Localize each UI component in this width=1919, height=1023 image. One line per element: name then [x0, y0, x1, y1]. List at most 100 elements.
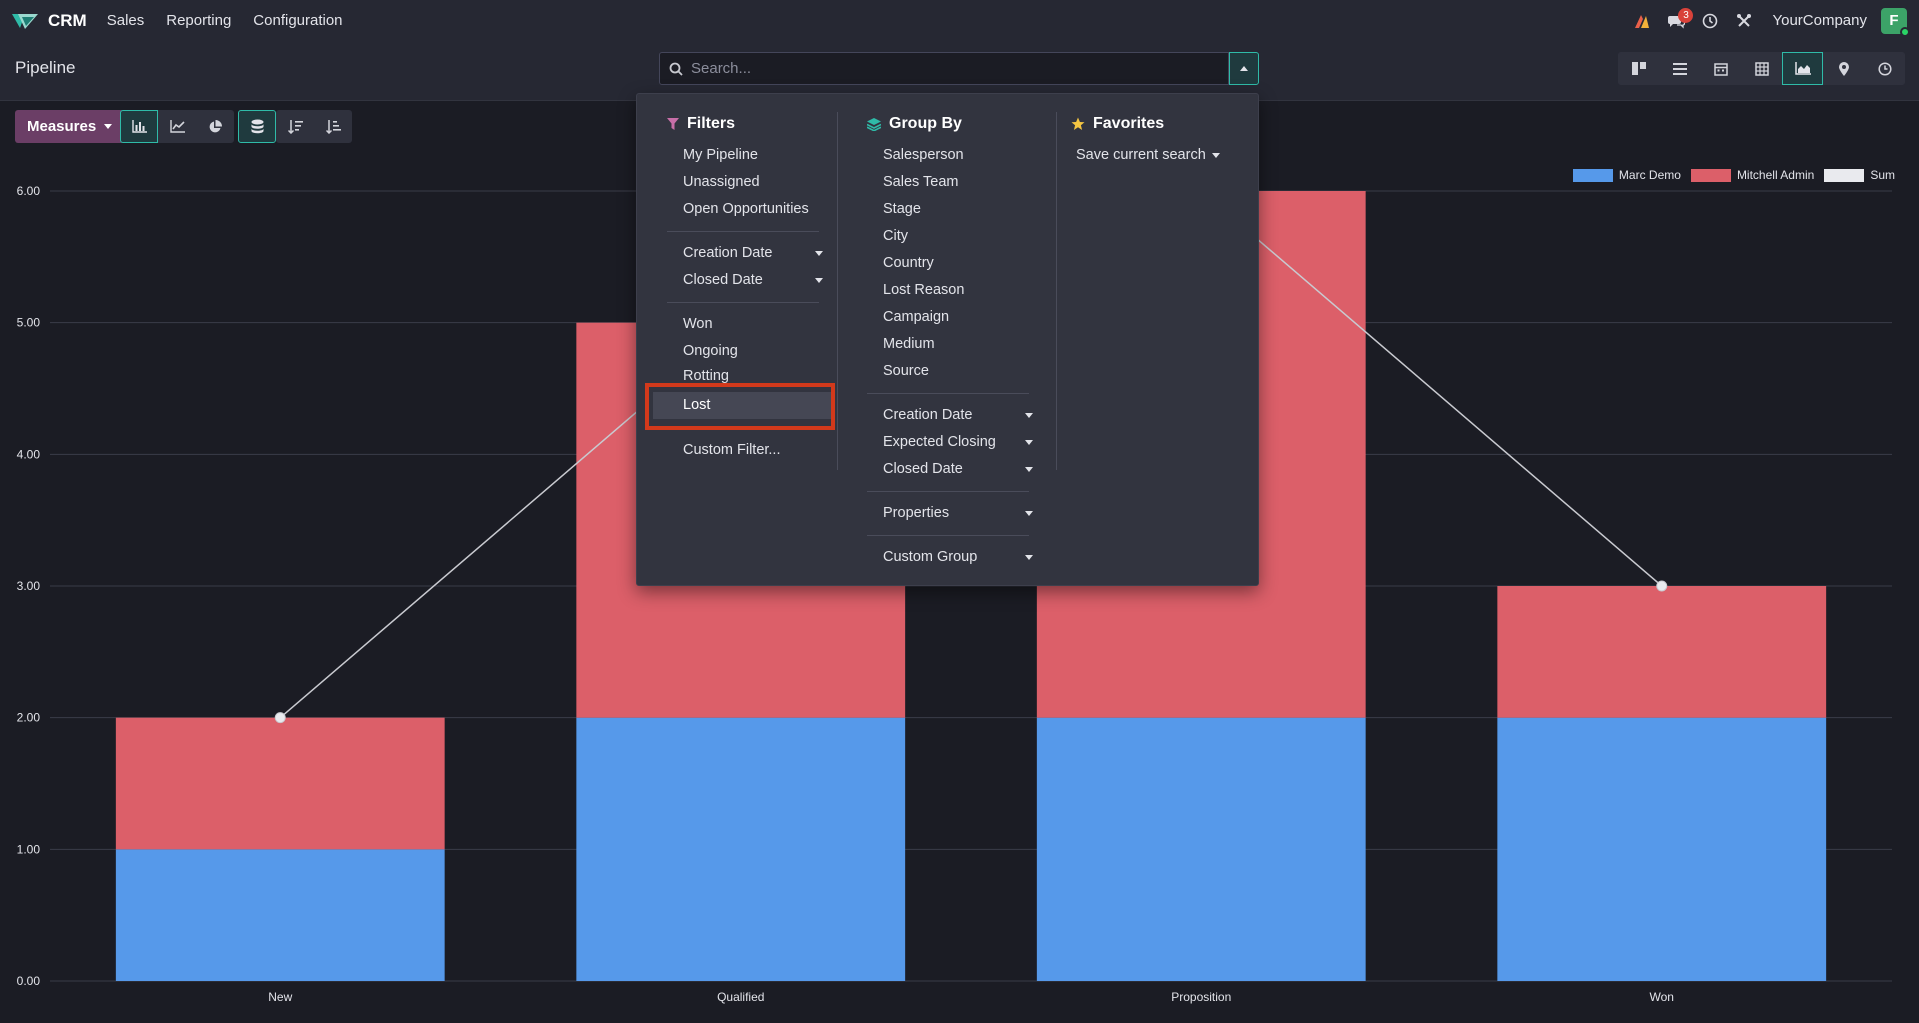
- groupby-campaign[interactable]: Campaign: [853, 304, 1043, 331]
- map-marker-icon: [1838, 61, 1849, 76]
- groupby-label: Properties: [883, 505, 950, 521]
- groupby-divider: [867, 393, 1029, 394]
- line-chart-icon: [169, 120, 185, 133]
- y-tick-label: 0.00: [17, 974, 41, 988]
- groupby-expected-closing[interactable]: Expected Closing: [853, 429, 1043, 456]
- filter-creation-date[interactable]: Creation Date: [653, 240, 833, 267]
- activity-clock-icon[interactable]: [1696, 7, 1724, 35]
- sum-point: [1656, 580, 1668, 592]
- y-tick-label: 1.00: [17, 842, 41, 856]
- legend-item-mitchell[interactable]: Mitchell Admin: [1690, 168, 1814, 182]
- bar-mitchell-admin: [115, 717, 445, 850]
- clock-icon: [1877, 61, 1892, 76]
- groupby-properties[interactable]: Properties: [853, 500, 1043, 527]
- legend-item-sum[interactable]: Sum: [1824, 168, 1895, 182]
- filter-ongoing[interactable]: Ongoing: [653, 338, 833, 365]
- chart-type-group: [120, 110, 234, 143]
- groupby-source[interactable]: Source: [853, 358, 1043, 385]
- y-tick-label: 5.00: [17, 316, 41, 330]
- menu-sales[interactable]: Sales: [106, 12, 145, 29]
- filter-label: Creation Date: [683, 245, 773, 261]
- settings-tools-icon[interactable]: [1730, 7, 1758, 35]
- menu-reporting[interactable]: Reporting: [166, 12, 232, 29]
- bar-chart-button[interactable]: [120, 110, 158, 143]
- search-bar[interactable]: [659, 52, 1229, 85]
- groupby-country[interactable]: Country: [853, 250, 1043, 277]
- sort-group: [276, 110, 352, 143]
- groupby-salesperson[interactable]: Salesperson: [853, 142, 1043, 169]
- filter-custom[interactable]: Custom Filter...: [653, 437, 833, 464]
- line-chart-button[interactable]: [158, 110, 196, 143]
- filter-unassigned[interactable]: Unassigned: [653, 169, 833, 196]
- groupby-label: Stage: [883, 201, 921, 217]
- search-options-toggle[interactable]: [1229, 52, 1259, 85]
- caret-down-icon: [1025, 511, 1033, 516]
- legend-swatch-mitchell: [1690, 168, 1731, 182]
- groupby-label: Salesperson: [883, 147, 964, 163]
- groupby-label: Custom Group: [883, 549, 978, 565]
- area-chart-icon: [1794, 62, 1811, 75]
- caret-down-icon: [815, 278, 823, 283]
- bar-mitchell-admin: [1497, 586, 1827, 718]
- map-view-button[interactable]: [1823, 52, 1864, 85]
- filter-lost[interactable]: Lost: [653, 392, 833, 419]
- groupby-city[interactable]: City: [853, 223, 1043, 250]
- page-title[interactable]: Pipeline: [15, 58, 76, 77]
- caret-down-icon: [815, 251, 823, 256]
- filters-column: Filters My Pipeline Unassigned Open Oppo…: [645, 112, 835, 464]
- messages-badge: 3: [1678, 7, 1694, 23]
- filters-title: Filters: [687, 115, 736, 132]
- filter-won[interactable]: Won: [653, 311, 833, 338]
- filter-closed-date[interactable]: Closed Date: [653, 267, 833, 294]
- filter-open-opportunities[interactable]: Open Opportunities: [653, 196, 833, 223]
- sort-descending-button[interactable]: [276, 110, 314, 143]
- favorites-column: Favorites Save current search: [1067, 112, 1247, 169]
- pivot-view-button[interactable]: [1741, 52, 1782, 85]
- legend-item-marc[interactable]: Marc Demo: [1572, 168, 1681, 182]
- caret-up-icon: [1240, 66, 1248, 71]
- groupby-custom-group[interactable]: Custom Group: [853, 544, 1043, 571]
- online-status-dot: [1900, 26, 1910, 37]
- groupby-closed-date[interactable]: Closed Date: [853, 456, 1043, 483]
- groupby-label: Medium: [883, 336, 935, 352]
- filter-lost-wrapper: Lost: [645, 383, 835, 430]
- calendar-view-button[interactable]: [1700, 52, 1741, 85]
- list-view-button[interactable]: [1659, 52, 1700, 85]
- app-name[interactable]: CRM: [48, 10, 87, 30]
- sort-ascending-button[interactable]: [314, 110, 352, 143]
- groupby-creation-date[interactable]: Creation Date: [853, 402, 1043, 429]
- kanban-icon: [1631, 62, 1646, 75]
- pie-chart-button[interactable]: [196, 110, 234, 143]
- filter-my-pipeline[interactable]: My Pipeline: [653, 142, 833, 169]
- measures-dropdown-button[interactable]: Measures: [15, 110, 125, 143]
- filter-label: My Pipeline: [683, 147, 758, 163]
- favorites-save-current-search[interactable]: Save current search: [1067, 142, 1247, 169]
- graph-view-button[interactable]: [1782, 52, 1823, 85]
- filters-spacer: [667, 428, 819, 429]
- menu-configuration[interactable]: Configuration: [253, 12, 343, 29]
- filter-rotting[interactable]: Rotting: [653, 365, 833, 383]
- company-switcher[interactable]: YourCompany: [1772, 12, 1867, 29]
- debug-icon[interactable]: [1628, 7, 1656, 35]
- filter-label: Rotting: [683, 368, 729, 383]
- measures-label: Measures: [27, 118, 97, 135]
- user-avatar[interactable]: F: [1881, 7, 1910, 37]
- groupby-medium[interactable]: Medium: [853, 331, 1043, 358]
- filters-divider: [667, 302, 819, 303]
- crm-logo-icon[interactable]: [12, 11, 38, 31]
- pie-chart-icon: [209, 119, 222, 132]
- stacked-toggle-button[interactable]: [238, 110, 276, 143]
- messages-icon[interactable]: 3: [1662, 7, 1694, 35]
- activity-view-button[interactable]: [1864, 52, 1905, 85]
- groupby-label: Lost Reason: [883, 282, 965, 298]
- groupby-stage[interactable]: Stage: [853, 196, 1043, 223]
- groupby-lost-reason[interactable]: Lost Reason: [853, 277, 1043, 304]
- stacked-group: [238, 110, 276, 143]
- groupby-sales-team[interactable]: Sales Team: [853, 169, 1043, 196]
- y-tick-label: 2.00: [17, 711, 41, 725]
- kanban-view-button[interactable]: [1618, 52, 1659, 85]
- y-tick-label: 4.00: [17, 447, 41, 461]
- column-separator: [837, 112, 838, 470]
- search-input[interactable]: [691, 60, 1228, 77]
- pivot-table-icon: [1754, 61, 1769, 76]
